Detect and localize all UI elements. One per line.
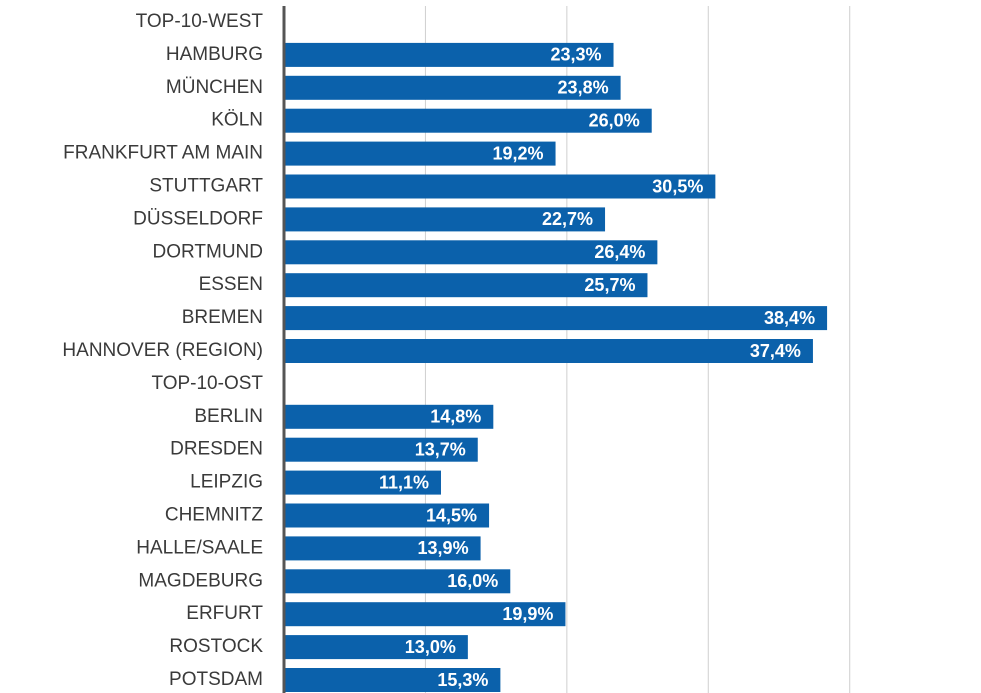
value-label: 23,8% <box>558 78 609 98</box>
bar <box>284 240 658 265</box>
category-label: STUTTGART <box>149 176 263 197</box>
category-label: MAGDEBURG <box>138 570 263 591</box>
value-label: 14,5% <box>426 505 477 525</box>
value-label: 13,0% <box>405 637 456 657</box>
bar <box>284 42 614 67</box>
category-label: MÜNCHEN <box>166 77 263 98</box>
value-label: 19,2% <box>492 143 543 163</box>
bar <box>284 503 490 528</box>
value-label: 26,0% <box>589 110 640 130</box>
category-label: HAMBURG <box>166 44 263 65</box>
bar <box>284 306 828 331</box>
bar <box>284 207 606 232</box>
bar <box>284 437 478 462</box>
value-label: 37,4% <box>750 341 801 361</box>
category-label: HALLE/SAALE <box>136 537 263 558</box>
category-label: DÜSSELDORF <box>133 208 263 229</box>
value-label: 38,4% <box>764 308 815 328</box>
category-label: ERFURT <box>186 603 263 624</box>
category-label: FRANKFURT AM MAIN <box>63 143 263 164</box>
category-label: ESSEN <box>199 274 263 295</box>
bar <box>284 273 648 298</box>
bar <box>284 635 468 660</box>
category-label: TOP-10-WEST <box>136 11 264 32</box>
bar <box>284 668 501 692</box>
bar <box>284 174 716 199</box>
category-label: CHEMNITZ <box>165 505 264 526</box>
bar <box>284 602 566 627</box>
category-label: BERLIN <box>194 406 263 427</box>
category-label: HANNOVER (REGION) <box>62 340 263 361</box>
bar <box>284 141 556 166</box>
value-label: 23,3% <box>550 45 601 65</box>
category-label: POTSDAM <box>169 669 263 690</box>
value-label: 16,0% <box>447 571 498 591</box>
value-label: 11,1% <box>379 472 429 492</box>
value-label: 13,7% <box>415 439 466 459</box>
value-label: 25,7% <box>584 275 635 295</box>
bar <box>284 339 813 363</box>
value-label: 22,7% <box>542 209 593 229</box>
category-label: DORTMUND <box>153 241 263 262</box>
category-label: LEIPZIG <box>190 472 263 493</box>
category-label: BREMEN <box>182 307 263 328</box>
bar <box>284 470 441 495</box>
category-label: TOP-10-OST <box>151 373 263 394</box>
category-label: DRESDEN <box>170 439 263 460</box>
bar <box>284 75 621 100</box>
bar <box>284 108 652 133</box>
bar <box>284 404 494 429</box>
category-label: KÖLN <box>211 110 263 131</box>
value-label: 13,9% <box>418 538 469 558</box>
value-label: 14,8% <box>430 407 481 427</box>
category-label: ROSTOCK <box>169 636 263 657</box>
value-label: 19,9% <box>502 604 553 624</box>
value-label: 30,5% <box>652 176 703 196</box>
bar <box>284 536 481 561</box>
value-label: 26,4% <box>594 242 645 262</box>
value-label: 15,3% <box>437 670 488 690</box>
bar <box>284 569 511 594</box>
